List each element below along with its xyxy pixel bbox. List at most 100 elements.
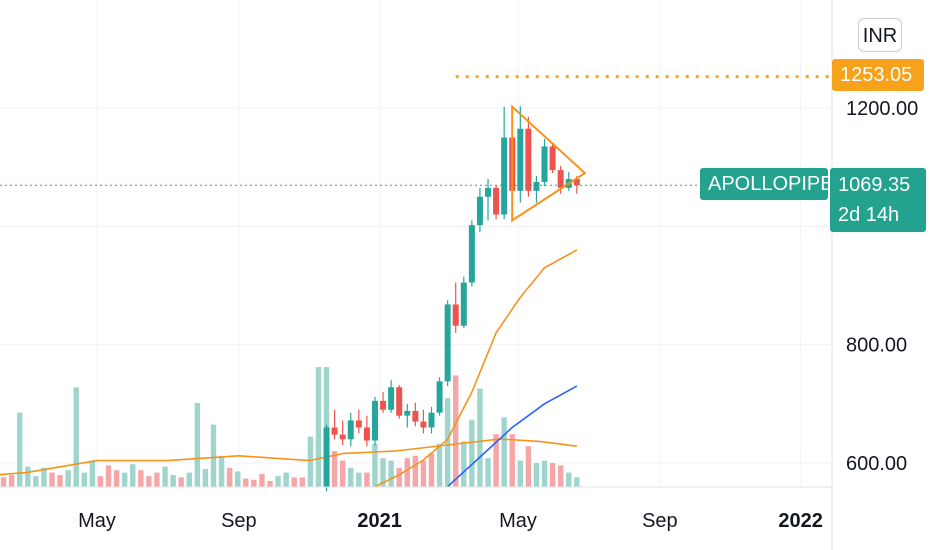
candle-body <box>420 421 427 428</box>
candle-body <box>339 434 346 440</box>
volume-bar <box>283 472 289 487</box>
candle <box>460 276 467 329</box>
candle-body <box>436 381 443 413</box>
volume-bar <box>275 476 281 487</box>
volume-bar <box>0 477 7 487</box>
volume-bar <box>17 412 23 487</box>
ma-fast-line <box>374 249 578 488</box>
grid-lines <box>0 0 832 487</box>
candle-body <box>557 170 564 188</box>
candle <box>396 384 403 419</box>
candle <box>541 138 548 187</box>
volume-bar <box>307 436 314 487</box>
last-price-label: 1069.35 2d 14h <box>830 168 926 232</box>
candle <box>533 176 540 203</box>
volume-bar <box>138 470 144 487</box>
volume-bar <box>574 477 580 487</box>
candle-body <box>363 427 370 441</box>
price-axis[interactable]: 600.00 800.00 1200.00 <box>846 98 918 475</box>
candle <box>436 377 443 416</box>
volume-bar <box>146 476 152 487</box>
volume-bar <box>8 475 15 487</box>
candle-body <box>371 400 378 441</box>
volume-bar <box>105 465 112 487</box>
volume-bar <box>428 453 435 487</box>
volume-bar <box>33 476 39 487</box>
ma-slow-line <box>447 385 578 488</box>
candle <box>452 282 459 333</box>
candle-body <box>525 128 532 191</box>
volume-bar <box>178 477 184 487</box>
volume-bar <box>186 472 192 487</box>
time-tick-label: May <box>499 510 537 532</box>
volume-bar <box>566 472 572 487</box>
candle-body <box>485 187 492 197</box>
volume-bar <box>436 443 443 487</box>
time-tick-label: May <box>78 510 116 532</box>
candle <box>444 300 451 387</box>
volume-bar <box>315 367 322 487</box>
candle-body <box>493 187 500 215</box>
volume-bar <box>469 419 475 487</box>
price-tick-label: 800.00 <box>846 335 907 357</box>
candle-body <box>517 128 524 191</box>
volume-bar <box>557 465 564 487</box>
volume-bar <box>162 466 168 487</box>
currency-button[interactable]: INR <box>858 18 902 52</box>
volume-bar <box>380 458 386 487</box>
volume-bar <box>517 460 524 487</box>
candle <box>363 415 370 447</box>
candle <box>331 409 338 440</box>
candle-body <box>460 282 467 326</box>
volume-bar <box>97 476 104 487</box>
candle-body <box>388 387 395 410</box>
candle <box>420 409 427 434</box>
candle-body <box>501 137 508 215</box>
candle <box>323 424 330 492</box>
volume-bar <box>73 387 79 487</box>
volume-bar <box>49 472 55 487</box>
time-axis[interactable]: May Sep 2021 May Sep 2022 <box>78 510 823 532</box>
volume-bar <box>81 472 88 487</box>
volume-bar <box>130 464 136 487</box>
candle <box>355 409 362 434</box>
volume-bar <box>339 460 346 487</box>
volume-bar <box>331 451 338 487</box>
volume-bar <box>251 479 257 487</box>
time-tick-label: Sep <box>221 510 257 532</box>
candle <box>501 106 508 220</box>
volume-bar <box>461 441 467 487</box>
volume-bar <box>396 467 402 487</box>
candle <box>549 143 556 174</box>
volume-bars <box>0 367 580 487</box>
volume-bar <box>243 478 249 487</box>
candle <box>339 420 346 446</box>
volume-bar <box>25 466 31 487</box>
volume-bar <box>549 463 556 487</box>
candle-body <box>428 412 435 428</box>
volume-bar <box>364 472 370 487</box>
candle <box>525 116 532 197</box>
volume-bar <box>525 446 532 487</box>
triangle-drawing[interactable] <box>511 104 587 223</box>
time-tick-label: 2021 <box>357 510 402 532</box>
volume-bar <box>259 473 265 487</box>
volume-bar <box>113 470 120 487</box>
volume-bar <box>420 460 427 487</box>
volume-bar <box>299 477 306 487</box>
candle-body <box>573 179 580 186</box>
candle-body <box>380 400 387 410</box>
candle <box>468 220 475 287</box>
volume-bar <box>235 471 241 487</box>
candle-body <box>444 304 451 382</box>
last-price-value: 1069.35 <box>838 174 911 196</box>
volume-bar <box>226 467 233 487</box>
volume-bar <box>65 470 71 487</box>
volume-bar <box>121 472 128 487</box>
candle-body <box>468 225 475 283</box>
volume-bar <box>267 481 273 487</box>
volume-bar <box>356 472 362 487</box>
target-price-label: 1253.05 <box>832 59 924 91</box>
candle-body <box>396 387 403 416</box>
